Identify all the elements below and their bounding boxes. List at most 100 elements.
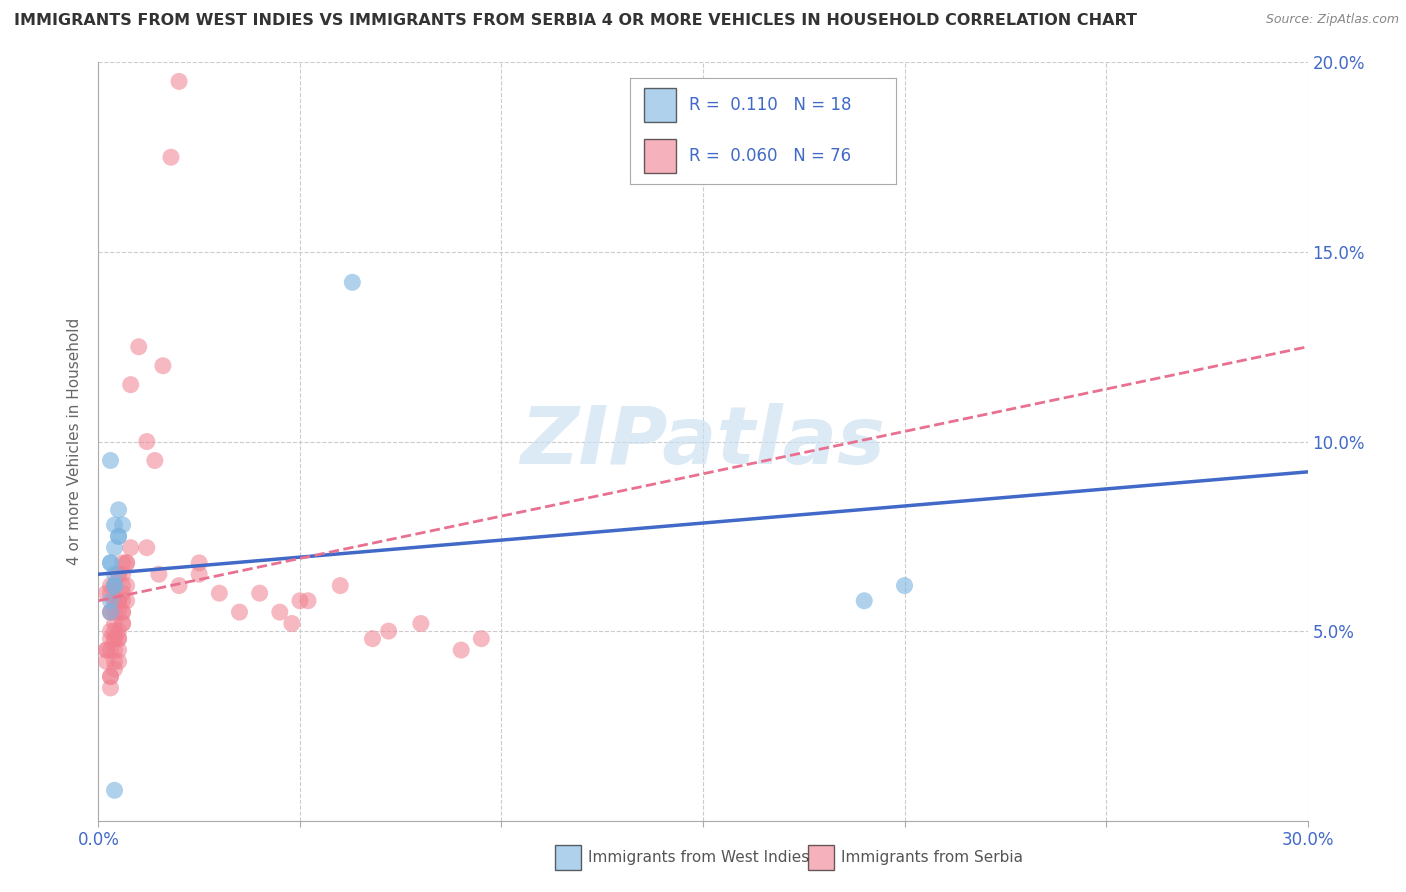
Point — [103, 662, 125, 676]
Point — [128, 340, 150, 354]
Point — [107, 529, 129, 543]
Point — [103, 594, 125, 608]
Text: Immigrants from Serbia: Immigrants from Serbia — [841, 850, 1022, 864]
Point — [100, 556, 122, 570]
Point — [103, 579, 125, 593]
Point — [103, 579, 125, 593]
Point — [103, 594, 125, 608]
Text: ZIPatlas: ZIPatlas — [520, 402, 886, 481]
Point — [107, 655, 129, 669]
Point — [111, 594, 134, 608]
Point — [135, 434, 157, 449]
Point — [103, 541, 125, 555]
Point — [342, 275, 364, 289]
Point — [103, 517, 125, 532]
Point — [115, 594, 138, 608]
Point — [107, 594, 129, 608]
Point — [100, 579, 122, 593]
Point — [103, 655, 125, 669]
Point — [188, 556, 211, 570]
Point — [135, 541, 157, 555]
Point — [120, 377, 142, 392]
Point — [107, 594, 129, 608]
Point — [103, 632, 125, 646]
Point — [107, 594, 129, 608]
Point — [96, 643, 118, 657]
Point — [100, 643, 122, 657]
Point — [115, 556, 138, 570]
Point — [281, 616, 304, 631]
Point — [111, 616, 134, 631]
Point — [100, 605, 122, 619]
Point — [107, 567, 129, 582]
Point — [96, 586, 118, 600]
Point — [100, 453, 122, 467]
Point — [288, 594, 311, 608]
Point — [100, 605, 122, 619]
Point — [160, 150, 183, 164]
Point — [409, 616, 432, 631]
Point — [103, 616, 125, 631]
Point — [120, 541, 142, 555]
Point — [893, 579, 915, 593]
Point — [100, 669, 122, 684]
Point — [107, 529, 129, 543]
Point — [103, 632, 125, 646]
Point — [103, 624, 125, 639]
Point — [100, 586, 122, 600]
Point — [377, 624, 399, 639]
Text: Source: ZipAtlas.com: Source: ZipAtlas.com — [1265, 13, 1399, 27]
Point — [100, 605, 122, 619]
Point — [103, 579, 125, 593]
Point — [297, 594, 319, 608]
Point — [103, 605, 125, 619]
Point — [107, 605, 129, 619]
Point — [103, 567, 125, 582]
Point — [107, 503, 129, 517]
Point — [100, 632, 122, 646]
Point — [167, 74, 190, 88]
Point — [853, 594, 876, 608]
Point — [107, 567, 129, 582]
Point — [470, 632, 492, 646]
Point — [103, 643, 125, 657]
Point — [143, 453, 166, 467]
Point — [188, 567, 211, 582]
Point — [152, 359, 174, 373]
Point — [100, 594, 122, 608]
Point — [329, 579, 352, 593]
Point — [228, 605, 250, 619]
Point — [107, 643, 129, 657]
Point — [450, 643, 472, 657]
Point — [148, 567, 170, 582]
Point — [100, 669, 122, 684]
Point — [96, 643, 118, 657]
Point — [115, 579, 138, 593]
Point — [208, 586, 231, 600]
Point — [167, 579, 190, 593]
Point — [115, 556, 138, 570]
Point — [111, 605, 134, 619]
Point — [249, 586, 271, 600]
Point — [111, 567, 134, 582]
Point — [107, 632, 129, 646]
Point — [96, 655, 118, 669]
Point — [361, 632, 384, 646]
Point — [103, 783, 125, 797]
Point — [269, 605, 291, 619]
Point — [100, 681, 122, 695]
Point — [107, 624, 129, 639]
Point — [103, 579, 125, 593]
Point — [111, 517, 134, 532]
Point — [111, 605, 134, 619]
Text: IMMIGRANTS FROM WEST INDIES VS IMMIGRANTS FROM SERBIA 4 OR MORE VEHICLES IN HOUS: IMMIGRANTS FROM WEST INDIES VS IMMIGRANT… — [14, 13, 1137, 29]
Y-axis label: 4 or more Vehicles in Household: 4 or more Vehicles in Household — [67, 318, 83, 566]
Point — [111, 586, 134, 600]
Point — [100, 624, 122, 639]
Text: Immigrants from West Indies: Immigrants from West Indies — [588, 850, 808, 864]
Point — [111, 579, 134, 593]
Point — [111, 556, 134, 570]
Point — [107, 632, 129, 646]
Point — [100, 556, 122, 570]
Point — [111, 616, 134, 631]
